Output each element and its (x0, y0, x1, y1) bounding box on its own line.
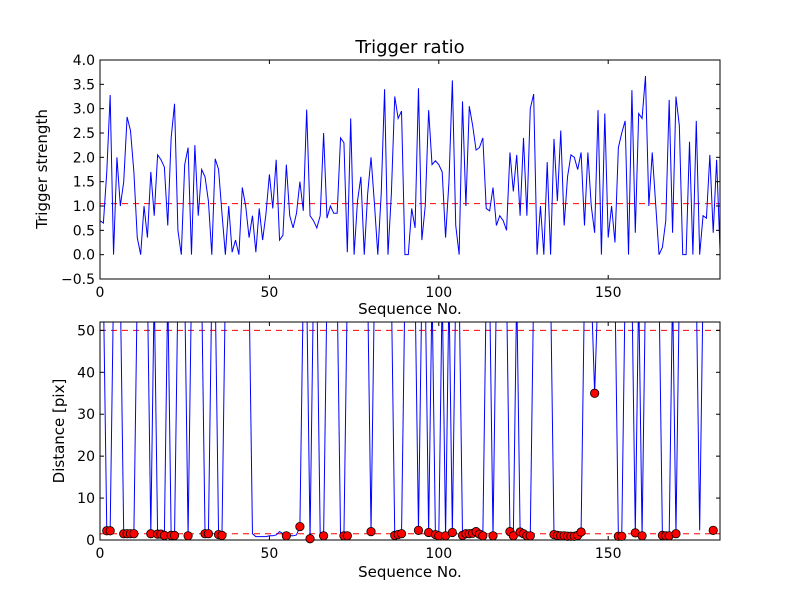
data-point (366, 527, 376, 537)
axis-ticks: 0 50 100 150 −0.5 0.0 0.5 1.0 1.5 2.0 2.5 3.0 3.5 4.0 (61, 53, 720, 301)
plot-area (100, 322, 720, 539)
y-tick-label: 10 (77, 491, 95, 507)
data-point (576, 527, 586, 537)
y-tick-label: 3.5 (73, 77, 95, 93)
x-tick-label: 150 (595, 285, 622, 301)
data-point (295, 521, 305, 532)
data-point (617, 531, 627, 541)
y-tick-label: 40 (77, 365, 95, 381)
axes-frame (99, 59, 721, 280)
x-tick-label: 0 (96, 546, 105, 562)
series-line (100, 76, 720, 256)
data-point (525, 531, 535, 541)
x-axis-label: Sequence No. (358, 300, 462, 318)
data-point (129, 529, 139, 539)
series-line (103, 322, 704, 539)
axis-ticks: 0 50 100 150 0 10 20 30 40 50 (77, 322, 720, 562)
marker-layer (102, 388, 718, 544)
y-tick-label: 0.0 (73, 248, 95, 264)
x-tick-label: 0 (96, 285, 105, 301)
data-point (396, 529, 407, 539)
data-point (203, 529, 214, 539)
data-point (342, 531, 352, 541)
axes-frame (99, 321, 721, 541)
x-tick-label: 50 (260, 546, 278, 562)
data-point (183, 531, 193, 541)
y-tick-label: 0 (86, 533, 95, 549)
x-axis-label: Sequence No. (358, 563, 462, 581)
y-tick-label: 3.0 (73, 102, 95, 118)
y-tick-label: 20 (77, 449, 95, 465)
y-axis-label: Distance [pix] (50, 379, 68, 484)
data-point (319, 531, 329, 541)
plot-area (100, 76, 720, 256)
data-point (488, 531, 498, 541)
y-tick-label: 1.5 (73, 175, 95, 191)
trigger-ratio-chart: Trigger ratio 0 50 100 150 −0.5 0.0 0.5 1.0 1.5 2… (33, 37, 721, 318)
x-tick-label: 100 (425, 285, 452, 301)
data-point (169, 530, 180, 540)
data-point (671, 529, 681, 539)
chart-title: Trigger ratio (354, 37, 464, 58)
data-point (105, 526, 115, 536)
data-point (305, 534, 315, 544)
data-point (708, 525, 718, 535)
data-point (637, 531, 647, 541)
y-tick-label: −0.5 (61, 272, 95, 288)
x-tick-label: 150 (595, 546, 622, 562)
y-tick-label: 0.5 (73, 223, 95, 239)
data-point (281, 531, 291, 541)
y-tick-label: 4.0 (73, 53, 95, 69)
data-point (447, 527, 457, 538)
y-tick-label: 2.0 (73, 150, 95, 166)
y-tick-label: 50 (77, 323, 95, 339)
y-tick-label: 1.0 (73, 199, 95, 215)
x-tick-label: 100 (425, 546, 452, 562)
y-tick-label: 2.5 (73, 126, 95, 142)
data-point (590, 388, 600, 398)
data-point (413, 525, 424, 535)
data-point (478, 531, 488, 541)
y-tick-label: 30 (77, 407, 95, 423)
y-axis-label: Trigger strength (33, 109, 51, 230)
distance-chart: 0 50 100 150 0 10 20 30 40 50 Sequence No. Distan… (50, 321, 721, 581)
data-point (217, 530, 227, 540)
x-tick-label: 50 (260, 285, 278, 301)
